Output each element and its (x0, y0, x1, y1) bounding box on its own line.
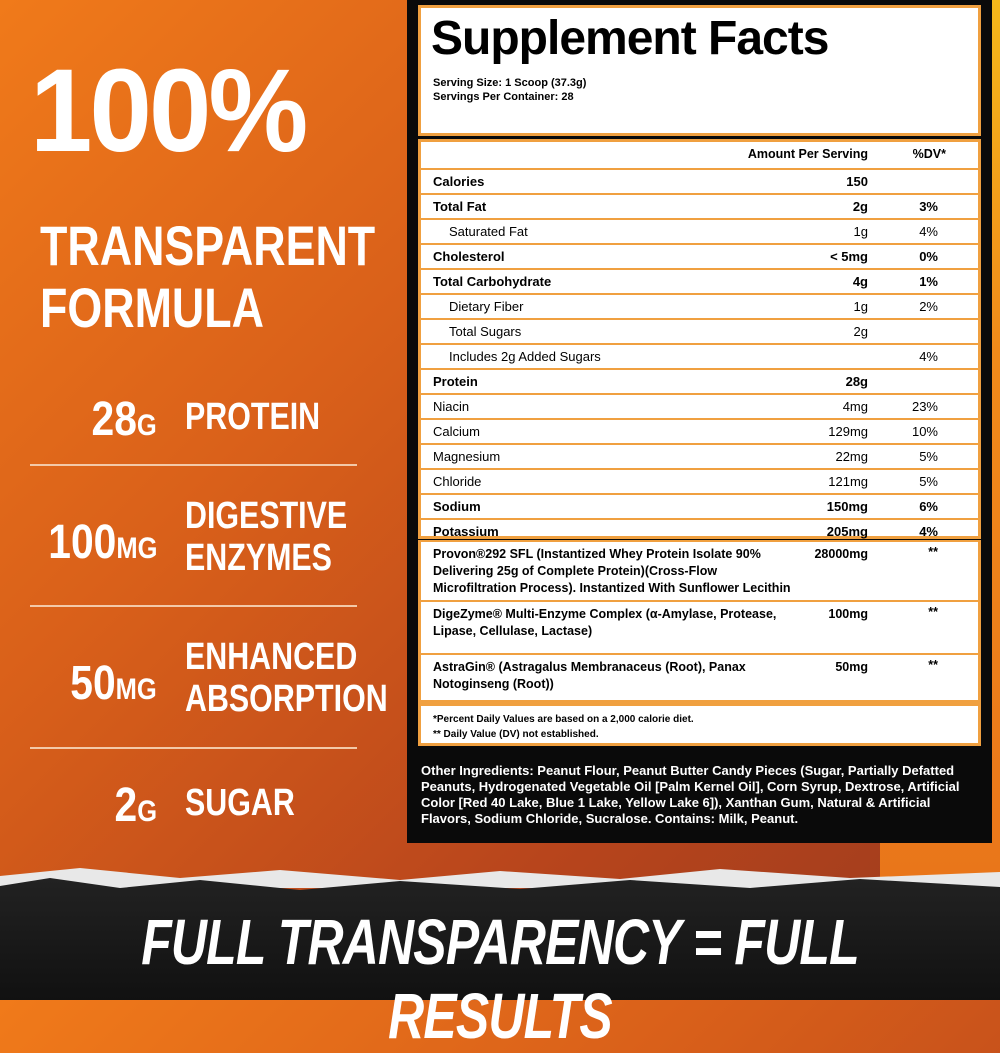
nutrient-name: Total Sugars (449, 324, 522, 339)
nutrient-name: Saturated Fat (449, 224, 528, 239)
nutrient-dv: 1% (919, 274, 938, 289)
nutrient-amount: < 5mg (830, 249, 868, 264)
stat-enzymes: 100MG DIGESTIVE ENZYMES (47, 495, 348, 579)
headline-line1: TRANSPARENT (40, 214, 376, 277)
ingredient-dv: ** (928, 605, 938, 619)
nutrient-amount: 129mg (828, 424, 868, 439)
ingredient-amount: 50mg (835, 660, 868, 674)
nutrient-name: Cholesterol (433, 249, 505, 264)
nutrient-dv: 6% (919, 499, 938, 514)
nutrient-name: Total Fat (433, 199, 487, 214)
nutrient-dv: 10% (911, 424, 938, 439)
nutrient-amount: 4g (852, 274, 868, 289)
nutrient-row: Dietary Fiber 1g 2% (421, 293, 978, 318)
nutrient-amount: 28g (845, 374, 868, 389)
nutrient-row: Niacin 4mg 23% (421, 393, 978, 418)
tagline: FULL TRANSPARENCY = FULL RESULTS (141, 906, 859, 1052)
ingredient-row: AstraGin® (Astragalus Membranaceus (Root… (421, 653, 978, 700)
nutrient-amount: 150 (846, 174, 868, 189)
divider (30, 464, 357, 466)
nutrient-dv: 4% (919, 524, 938, 539)
ingredient-dv: ** (928, 545, 938, 559)
nutrient-name: Calcium (433, 424, 480, 439)
nutrient-dv: 23% (911, 399, 938, 414)
nutrient-dv: 4% (919, 349, 938, 364)
ingredient-dv: ** (928, 658, 938, 672)
ingredient-name: Provon®292 SFL (Instantized Whey Protein… (433, 547, 791, 595)
nutrient-row: Magnesium 22mg 5% (421, 443, 978, 468)
nutrient-name: Potassium (433, 524, 499, 539)
ingredient-amount: 28000mg (814, 547, 868, 561)
divider (30, 605, 357, 607)
nutrient-amount: 2g (853, 324, 868, 339)
nutrient-table: Amount Per Serving %DV* Calories 150 Total… (418, 139, 981, 539)
nutrient-row: Calcium 129mg 10% (421, 418, 978, 443)
nutrient-amount: 22mg (835, 449, 868, 464)
nutrient-amount: 150mg (826, 499, 868, 514)
nutrient-row: Protein 28g (421, 368, 978, 393)
nutrient-name: Total Carbohydrate (433, 274, 552, 289)
torn-edge (0, 868, 1000, 888)
nutrient-amount: 1g (853, 224, 868, 239)
nutrient-name: Niacin (433, 399, 470, 414)
stat-sugar: 2G SUGAR (114, 779, 295, 832)
nutrient-amount: 4mg (842, 399, 868, 414)
servings-per-container: Servings Per Container: 28 (433, 91, 574, 103)
nutrient-name: Protein (433, 374, 478, 389)
headline-percent: 100% (30, 45, 308, 177)
dv-header: %DV* (912, 147, 946, 161)
nutrient-name: Includes 2g Added Sugars (449, 349, 601, 364)
nutrient-amount: 1g (853, 299, 868, 314)
ingredients-table: Provon®292 SFL (Instantized Whey Protein… (418, 540, 981, 703)
stat-protein: 28G PROTEIN (91, 393, 321, 446)
nutrient-name: Chloride (433, 474, 482, 489)
nutrient-dv: 4% (919, 224, 938, 239)
facts-title: Supplement Facts (431, 12, 829, 65)
nutrient-name: Magnesium (433, 449, 501, 464)
ingredient-amount: 100mg (828, 607, 868, 621)
nutrient-row: Cholesterol < 5mg 0% (421, 243, 978, 268)
facts-header: Supplement Facts Serving Size: 1 Scoop (… (418, 5, 981, 136)
ingredient-row: Provon®292 SFL (Instantized Whey Protein… (421, 540, 978, 600)
nutrient-row: Chloride 121mg 5% (421, 468, 978, 493)
serving-size: Serving Size: 1 Scoop (37.3g) (433, 77, 587, 89)
nutrient-amount: 205mg (826, 524, 868, 539)
nutrient-dv: 5% (919, 449, 938, 464)
nutrient-name: Sodium (433, 499, 481, 514)
nutrient-row: Total Carbohydrate 4g 1% (421, 268, 978, 293)
nutrient-dv: 0% (919, 249, 938, 264)
ingredient-name: DigeZyme® Multi-Enzyme Complex (α-Amylas… (433, 607, 777, 638)
nutrient-row: Potassium 205mg 4% (421, 518, 978, 543)
nutrient-dv: 5% (919, 474, 938, 489)
bottom-banner (0, 878, 1000, 1000)
nutrient-amount: 2g (852, 199, 868, 214)
nutrient-row: Total Fat 2g 3% (421, 193, 978, 218)
nutrient-amount: 121mg (828, 474, 868, 489)
nutrient-row: Total Sugars 2g (421, 318, 978, 343)
nutrient-row: Saturated Fat 1g 4% (421, 218, 978, 243)
nutrient-name: Calories (433, 174, 485, 189)
headline-line2: FORMULA (40, 276, 264, 339)
amount-header: Amount Per Serving (747, 147, 868, 161)
divider (30, 747, 357, 749)
nutrient-dv: 2% (919, 299, 938, 314)
other-ingredients: Other Ingredients: Peanut Flour, Peanut … (421, 763, 960, 826)
nutrient-dv: 3% (919, 199, 938, 214)
footnote: ** Daily Value (DV) not established. (433, 729, 599, 740)
footnotes: *Percent Daily Values are based on a 2,0… (418, 703, 981, 746)
nutrient-row: Sodium 150mg 6% (421, 493, 978, 518)
ingredient-row: DigeZyme® Multi-Enzyme Complex (α-Amylas… (421, 600, 978, 653)
nutrient-row: Calories 150 (421, 168, 978, 193)
ingredient-name: AstraGin® (Astragalus Membranaceus (Root… (433, 660, 746, 691)
stat-absorption: 50MG ENHANCED ABSORPTION (70, 636, 388, 720)
nutrient-name: Dietary Fiber (449, 299, 524, 314)
nutrient-row: Includes 2g Added Sugars 4% (421, 343, 978, 368)
footnote: *Percent Daily Values are based on a 2,0… (433, 714, 694, 725)
supplement-facts-panel: Supplement Facts Serving Size: 1 Scoop (… (407, 0, 992, 843)
